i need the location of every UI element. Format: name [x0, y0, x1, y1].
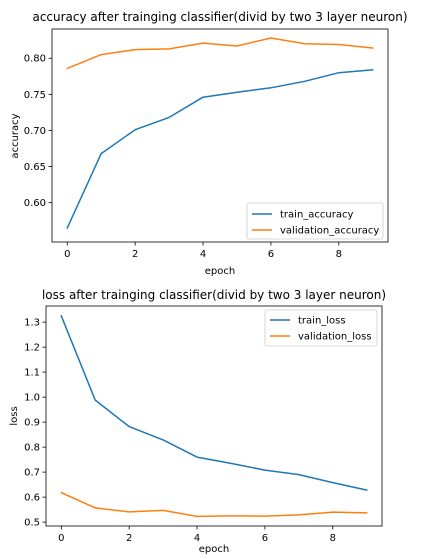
legend: train_accuracy validation_accuracy — [246, 202, 384, 240]
y-tick-label: 0.7 — [24, 468, 40, 479]
legend: train_loss validation_loss — [264, 309, 378, 347]
y-tick-label: 1.1 — [24, 368, 40, 379]
series-line-validation-accuracy — [66, 37, 374, 70]
plot-area — [51, 28, 389, 243]
y-tick-label: 0.70 — [24, 126, 46, 137]
x-tick-label: 2 — [126, 533, 132, 544]
series-lines — [60, 314, 368, 518]
legend-label-validation-loss: validation_loss — [298, 332, 372, 343]
y-tick-label: 0.8 — [24, 443, 40, 454]
x-tick-label: 8 — [330, 533, 336, 544]
x-axis-ticks: 0 2 4 6 8 — [58, 526, 336, 544]
plot-area — [45, 305, 383, 527]
y-tick-label: 0.6 — [24, 493, 40, 504]
y-tick-label: 1.0 — [24, 393, 40, 404]
legend-label-train-loss: train_loss — [298, 316, 346, 327]
legend-label-train-accuracy: train_accuracy — [280, 210, 353, 221]
chart-title: accuracy after trainging classifier(divi… — [32, 10, 407, 24]
x-tick-label: 6 — [268, 249, 274, 260]
x-tick-label: 2 — [132, 249, 138, 260]
x-tick-label: 6 — [262, 533, 268, 544]
y-tick-label: 0.60 — [24, 198, 46, 209]
y-axis-ticks: 0.60 0.65 0.70 0.75 0.80 — [24, 54, 52, 209]
y-axis-label: accuracy — [10, 113, 21, 158]
y-axis-ticks: 0.5 0.6 0.7 0.8 0.9 1.0 1.1 1.2 1.3 — [24, 318, 46, 529]
series-line-train-accuracy — [66, 68, 374, 229]
x-axis-label: epoch — [205, 266, 235, 277]
y-tick-label: 1.2 — [24, 343, 40, 354]
y-tick-label: 0.80 — [24, 54, 46, 65]
x-tick-label: 4 — [200, 249, 206, 260]
series-line-train-loss — [60, 314, 368, 491]
x-tick-label: 4 — [194, 533, 200, 544]
y-tick-label: 1.3 — [24, 318, 40, 329]
series-line-validation-loss — [60, 491, 368, 518]
accuracy-chart: accuracy after trainging classifier(divi… — [10, 10, 408, 277]
x-tick-label: 0 — [58, 533, 64, 544]
series-lines — [66, 37, 374, 229]
x-tick-label: 0 — [64, 249, 70, 260]
y-tick-label: 0.65 — [24, 162, 46, 173]
legend-label-validation-accuracy: validation_accuracy — [280, 226, 379, 237]
y-tick-label: 0.5 — [24, 518, 40, 529]
chart-title: loss after trainging classifier(divid by… — [42, 288, 386, 302]
y-tick-label: 0.75 — [24, 90, 46, 101]
legend-box — [264, 309, 378, 347]
legend-box — [246, 202, 384, 240]
x-axis-ticks: 0 2 4 6 8 — [64, 242, 342, 260]
y-axis-label: loss — [9, 406, 20, 425]
loss-chart: loss after trainging classifier(divid by… — [9, 288, 386, 555]
x-tick-label: 8 — [336, 249, 342, 260]
x-axis-label: epoch — [199, 544, 229, 555]
y-tick-label: 0.9 — [24, 418, 40, 429]
